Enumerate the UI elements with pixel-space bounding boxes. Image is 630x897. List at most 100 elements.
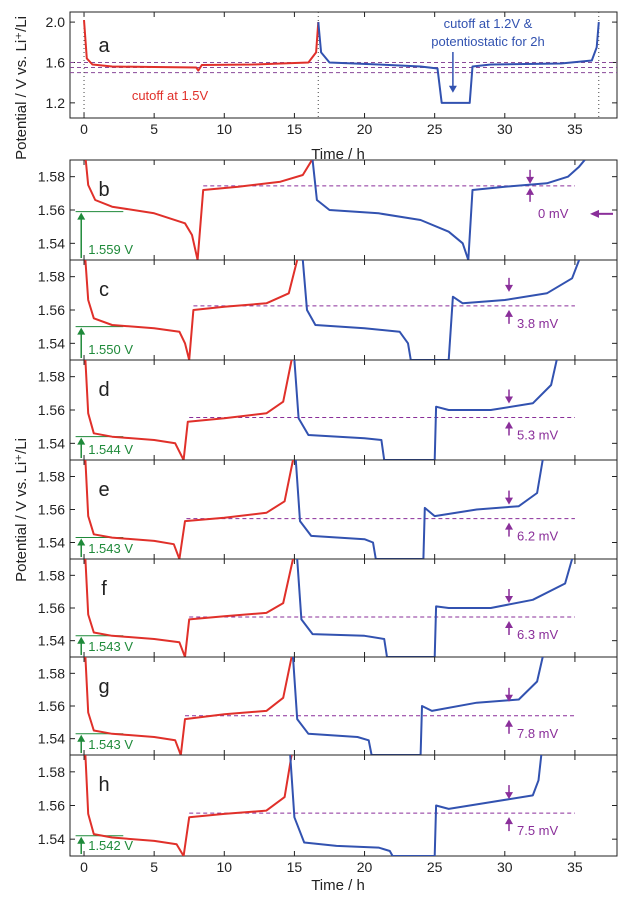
delta-arrow-down-head (505, 497, 514, 505)
x-tick-label: 30 (497, 121, 513, 137)
delta-arrow-up-head (505, 817, 514, 825)
initial-voltage-label: 1.542 V (88, 838, 133, 853)
series-discharge-line (84, 755, 293, 856)
panel-d: 1.54 1.56 1.58 d 1.544 V 5.3 mV (38, 359, 618, 461)
y-tick-label: 1.58 (38, 665, 65, 681)
delta-label: 6.3 mV (517, 627, 559, 642)
annotation-cutoff-1.5v: cutoff at 1.5V (132, 88, 209, 103)
y-tick-label: 1.58 (38, 269, 65, 285)
x-tick-label: 35 (567, 121, 583, 137)
plot-area (75, 160, 586, 260)
panels: 0 5 10 15 20 25 30 35 1.2 1.6 2.0 a cutoff at 1.5V cu… (38, 11, 618, 875)
panel-letter: e (98, 479, 109, 501)
y-tick-label: 1.2 (46, 95, 66, 111)
panel-f: 1.54 1.56 1.58 f 1.543 V 6.3 mV (38, 558, 618, 658)
annotation-cutoff-1.2v: cutoff at 1.2V & (444, 16, 533, 31)
delta-arrow-down-head (505, 694, 514, 702)
series-charge-line (294, 460, 544, 559)
initial-voltage-arrow-head (77, 836, 86, 844)
y-tick-label: 1.54 (38, 831, 65, 847)
y-tick-label: 1.58 (38, 369, 65, 385)
y-tick-label: 1.54 (38, 633, 65, 649)
series-discharge-line (84, 260, 299, 360)
y-tick-label: 1.54 (38, 731, 65, 747)
delta-arrow-up-head (526, 187, 535, 195)
series-discharge-line (84, 559, 294, 657)
panel-frame (69, 359, 618, 461)
panel-letter: b (98, 179, 109, 201)
delta-arrow-down-head (505, 396, 514, 404)
initial-voltage-arrow-head (77, 538, 86, 546)
series-charge-line (293, 360, 558, 460)
plot-area (75, 260, 581, 360)
plot-area (75, 460, 575, 559)
series-charge-line (301, 260, 581, 360)
delta-label: 3.8 mV (517, 316, 559, 331)
delta-arrow-down-head (505, 284, 514, 292)
series-charge-line (292, 657, 544, 755)
x-tick-label: 15 (287, 859, 303, 875)
x-tick-label: 5 (150, 859, 158, 875)
y-tick-label: 1.56 (38, 202, 65, 218)
panel-letter: d (98, 379, 109, 401)
y-tick-label: 1.56 (38, 798, 65, 814)
x-axis-title-top: Time / h (311, 146, 365, 163)
initial-voltage-arrow-head (77, 327, 86, 335)
y-tick-label: 1.56 (38, 402, 65, 418)
x-tick-label: 0 (80, 121, 88, 137)
x-tick-label: 5 (150, 121, 158, 137)
delta-label: 5.3 mV (517, 428, 559, 443)
initial-voltage-arrow-head (77, 636, 86, 644)
x-tick-label: 20 (357, 121, 373, 137)
panel-c: 1.54 1.56 1.58 c 1.550 V 3.8 mV (38, 259, 618, 361)
x-tick-label: 30 (497, 859, 513, 875)
panel-h: 0 5 10 15 20 25 30 35 1.54 1.56 1.58 h 1.542 V 7.5 mV (38, 754, 618, 875)
x-tick-label: 20 (357, 859, 373, 875)
delta-arrow-up-head (505, 719, 514, 727)
plot-area (75, 755, 575, 856)
annotation-arrow-head (448, 85, 457, 93)
delta-arrow-up-head (505, 421, 514, 429)
series-discharge-line (83, 20, 320, 72)
y-tick-label: 1.58 (38, 469, 65, 485)
x-tick-label: 0 (80, 859, 88, 875)
annotation-potentiostatic: potentiostatic for 2h (431, 34, 544, 49)
y-tick-label: 1.58 (38, 169, 65, 185)
series-charge-line (317, 22, 600, 104)
initial-voltage-label: 1.543 V (88, 541, 133, 556)
panel-letter: h (98, 774, 109, 796)
panel-frame (69, 259, 618, 361)
delta-arrow-up-head (505, 522, 514, 530)
delta-arrow-down-head (526, 176, 535, 184)
initial-voltage-label: 1.544 V (88, 442, 133, 457)
plot-area (75, 559, 575, 657)
y-tick-label: 1.56 (38, 502, 65, 518)
y-axis-title-top: Potential / V vs. Li⁺/Li (13, 16, 30, 160)
panel-frame (69, 459, 618, 560)
panel-e: 1.54 1.56 1.58 e 1.543 V 6.2 mV (38, 459, 618, 560)
y-tick-label: 1.54 (38, 235, 65, 251)
x-tick-label: 10 (216, 121, 232, 137)
series-charge-line (289, 755, 543, 856)
series-charge-line (311, 160, 586, 260)
panel-letter: a (98, 35, 110, 57)
initial-voltage-label: 1.543 V (88, 737, 133, 752)
plot-area (75, 657, 575, 755)
initial-voltage-arrow-head (77, 734, 86, 742)
x-tick-label: 10 (216, 859, 232, 875)
panel-b: 1.54 1.56 1.58 b 1.559 V 0 mV (38, 159, 618, 261)
series-discharge-line (84, 160, 314, 260)
panel-letter: g (98, 676, 109, 698)
initial-voltage-label: 1.550 V (88, 342, 133, 357)
panel-a: 0 5 10 15 20 25 30 35 1.2 1.6 2.0 a cutoff at 1.5V cu… (46, 11, 618, 137)
x-tick-label: 35 (567, 859, 583, 875)
x-tick-label: 15 (287, 121, 303, 137)
y-tick-label: 1.56 (38, 698, 65, 714)
y-tick-label: 2.0 (46, 14, 66, 30)
y-tick-label: 1.56 (38, 600, 65, 616)
series-charge-line (296, 559, 574, 657)
delta-label: 6.2 mV (517, 529, 559, 544)
x-axis-title-bottom: Time / h (311, 877, 365, 894)
panel-letter: f (101, 578, 107, 600)
